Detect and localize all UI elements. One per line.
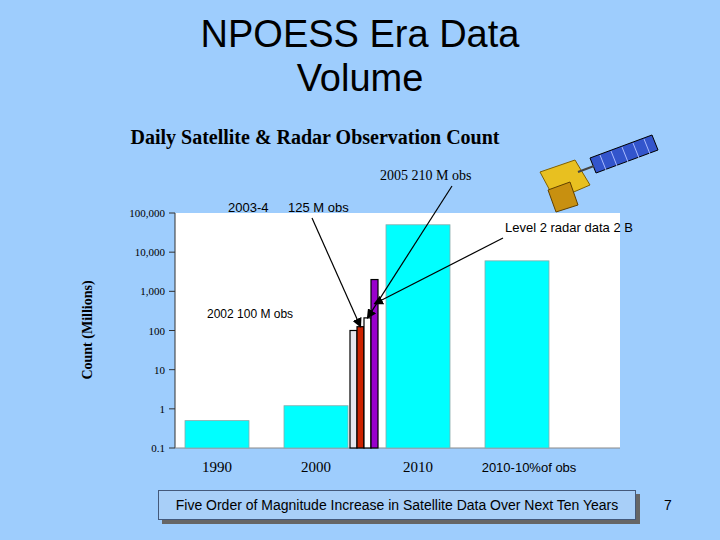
annotation: 2002 100 M obs <box>207 307 293 321</box>
annotation-arrow <box>375 238 504 304</box>
y-tick <box>169 448 175 449</box>
y-tick <box>169 252 175 253</box>
bar <box>357 327 364 448</box>
satellite-icon <box>540 135 658 212</box>
y-tick <box>169 330 175 331</box>
chart: 0.1 1 10 100 1,000 10,000 100,000 Count (Millio… <box>0 0 720 540</box>
annotation-arrow <box>312 218 361 327</box>
y-tick-label: 1,000 <box>140 285 165 297</box>
x-tick-label: 2010-10%of obs <box>482 460 577 475</box>
bar <box>185 421 249 448</box>
y-tick-label: 100,000 <box>129 207 165 219</box>
chart-subtitle: Daily Satellite & Radar Observation Coun… <box>40 126 590 149</box>
x-tick-label: 2000 <box>301 459 331 475</box>
bar <box>284 406 348 448</box>
x-tick-label: 2010 <box>403 459 433 475</box>
bar <box>485 261 549 448</box>
footer: Five Order of Magnitude Increase in Sate… <box>158 490 636 520</box>
annotation: Level 2 radar data 2 B <box>505 220 633 235</box>
bar <box>386 225 450 448</box>
annotation: 2005 210 M obs <box>380 168 471 183</box>
x-tick-label: 1990 <box>202 459 232 475</box>
plot-area <box>175 213 620 448</box>
annotation: 2003-4 <box>228 200 268 215</box>
y-tick <box>169 291 175 292</box>
y-tick-label: 10 <box>154 364 166 376</box>
annotation: 125 M obs <box>288 200 349 215</box>
y-tick-label: 1 <box>160 403 166 415</box>
page-number: 7 <box>664 497 672 513</box>
annotation-arrow <box>368 186 453 318</box>
y-tick-label: 10,000 <box>135 246 166 258</box>
slide-title: NPOESS Era Data Volume <box>160 12 560 100</box>
y-tick-label: 100 <box>149 325 166 337</box>
bar <box>364 318 371 448</box>
y-tick <box>169 408 175 409</box>
y-tick <box>169 213 175 214</box>
bar <box>350 331 357 449</box>
y-axis-label: Count (Millions) <box>80 280 96 380</box>
bar <box>371 280 378 448</box>
y-tick-label: 0.1 <box>151 442 165 454</box>
y-tick <box>169 369 175 370</box>
